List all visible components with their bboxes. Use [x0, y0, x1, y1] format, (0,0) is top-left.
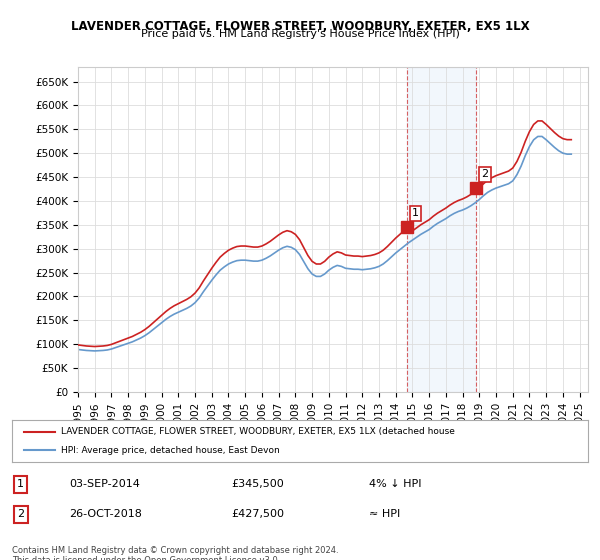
- Text: 2: 2: [17, 510, 24, 520]
- Text: ≈ HPI: ≈ HPI: [369, 510, 400, 520]
- Text: £345,500: £345,500: [231, 479, 284, 489]
- Text: 03-SEP-2014: 03-SEP-2014: [70, 479, 140, 489]
- Text: Price paid vs. HM Land Registry's House Price Index (HPI): Price paid vs. HM Land Registry's House …: [140, 29, 460, 39]
- Text: £427,500: £427,500: [231, 510, 284, 520]
- Text: Contains HM Land Registry data © Crown copyright and database right 2024.
This d: Contains HM Land Registry data © Crown c…: [12, 546, 338, 560]
- Text: LAVENDER COTTAGE, FLOWER STREET, WOODBURY, EXETER, EX5 1LX: LAVENDER COTTAGE, FLOWER STREET, WOODBUR…: [71, 20, 529, 32]
- Text: HPI: Average price, detached house, East Devon: HPI: Average price, detached house, East…: [61, 446, 280, 455]
- Bar: [407, 67, 476, 392]
- Text: 1: 1: [17, 479, 24, 489]
- Text: LAVENDER COTTAGE, FLOWER STREET, WOODBURY, EXETER, EX5 1LX (detached house: LAVENDER COTTAGE, FLOWER STREET, WOODBUR…: [61, 427, 455, 436]
- Text: 1: 1: [412, 208, 419, 218]
- Text: 4% ↓ HPI: 4% ↓ HPI: [369, 479, 422, 489]
- Text: 26-OCT-2018: 26-OCT-2018: [70, 510, 142, 520]
- Text: 2: 2: [481, 169, 488, 179]
